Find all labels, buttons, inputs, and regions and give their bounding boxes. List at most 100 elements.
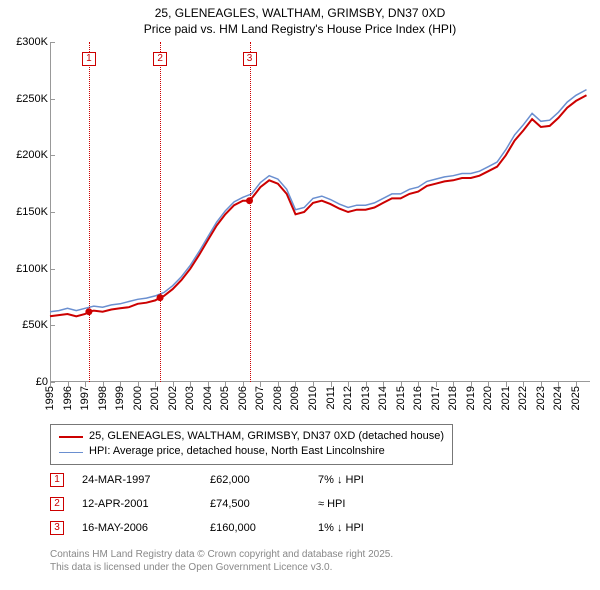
legend-swatch bbox=[59, 436, 83, 438]
chart-container: 25, GLENEAGLES, WALTHAM, GRIMSBY, DN37 0… bbox=[0, 0, 600, 590]
x-tick-mark bbox=[366, 382, 367, 387]
y-tick-label: £50K bbox=[22, 319, 48, 331]
x-tick-mark bbox=[85, 382, 86, 387]
x-tick-mark bbox=[68, 382, 69, 387]
x-tick-mark bbox=[418, 382, 419, 387]
x-tick-mark bbox=[436, 382, 437, 387]
x-tick-mark bbox=[155, 382, 156, 387]
x-tick-mark bbox=[173, 382, 174, 387]
x-tick-label: 2013 bbox=[360, 386, 372, 410]
x-tick-label: 2007 bbox=[254, 386, 266, 410]
x-tick-label: 2010 bbox=[307, 386, 319, 410]
x-tick-label: 2006 bbox=[237, 386, 249, 410]
y-tick-label: £250K bbox=[16, 93, 48, 105]
legend-label: 25, GLENEAGLES, WALTHAM, GRIMSBY, DN37 0… bbox=[89, 429, 444, 444]
legend-item-price-paid: 25, GLENEAGLES, WALTHAM, GRIMSBY, DN37 0… bbox=[59, 429, 444, 444]
x-tick-label: 2011 bbox=[325, 386, 337, 410]
x-tick-mark bbox=[523, 382, 524, 387]
x-tick-label: 2005 bbox=[219, 386, 231, 410]
sale-date: 16-MAY-2006 bbox=[82, 522, 192, 534]
x-tick-mark bbox=[471, 382, 472, 387]
x-tick-label: 2008 bbox=[272, 386, 284, 410]
x-tick-mark bbox=[190, 382, 191, 387]
x-tick-label: 2020 bbox=[482, 386, 494, 410]
y-tick-label: £100K bbox=[16, 263, 48, 275]
sale-marker-box: 1 bbox=[82, 52, 96, 66]
x-tick-label: 2018 bbox=[447, 386, 459, 410]
x-tick-label: 2022 bbox=[517, 386, 529, 410]
x-tick-mark bbox=[208, 382, 209, 387]
y-tick-mark bbox=[50, 99, 55, 100]
legend: 25, GLENEAGLES, WALTHAM, GRIMSBY, DN37 0… bbox=[50, 424, 453, 465]
footer-line-1: Contains HM Land Registry data © Crown c… bbox=[50, 548, 393, 561]
footer-attribution: Contains HM Land Registry data © Crown c… bbox=[50, 548, 393, 574]
x-tick-label: 2024 bbox=[552, 386, 564, 410]
x-tick-mark bbox=[541, 382, 542, 387]
x-tick-label: 2002 bbox=[167, 386, 179, 410]
x-tick-label: 2000 bbox=[132, 386, 144, 410]
x-tick-label: 2025 bbox=[570, 386, 582, 410]
sales-row: 3 16-MAY-2006 £160,000 1% ↓ HPI bbox=[50, 516, 418, 540]
legend-swatch bbox=[59, 452, 83, 453]
sale-marker-vline bbox=[89, 42, 90, 382]
x-tick-label: 2003 bbox=[184, 386, 196, 410]
x-tick-label: 2014 bbox=[377, 386, 389, 410]
x-tick-mark bbox=[243, 382, 244, 387]
sale-pct-vs-hpi: ≈ HPI bbox=[318, 498, 418, 510]
x-tick-mark bbox=[401, 382, 402, 387]
x-tick-mark bbox=[138, 382, 139, 387]
x-tick-mark bbox=[453, 382, 454, 387]
x-tick-label: 2021 bbox=[500, 386, 512, 410]
x-tick-mark bbox=[558, 382, 559, 387]
x-tick-label: 2017 bbox=[430, 386, 442, 410]
x-tick-label: 1999 bbox=[114, 386, 126, 410]
x-tick-label: 2012 bbox=[342, 386, 354, 410]
sales-table: 124-MAR-1997£62,0007% ↓ HPI212-APR-2001£… bbox=[50, 468, 418, 540]
sale-pct-vs-hpi: 1% ↓ HPI bbox=[318, 522, 418, 534]
sales-row: 1 24-MAR-1997 £62,000 7% ↓ HPI bbox=[50, 468, 418, 492]
sale-marker-inline: 3 bbox=[50, 521, 64, 535]
x-tick-label: 2016 bbox=[412, 386, 424, 410]
y-tick-mark bbox=[50, 269, 55, 270]
x-tick-label: 2004 bbox=[202, 386, 214, 410]
x-tick-mark bbox=[348, 382, 349, 387]
x-tick-mark bbox=[103, 382, 104, 387]
x-tick-label: 2001 bbox=[149, 386, 161, 410]
x-tick-mark bbox=[506, 382, 507, 387]
sale-marker-box: 2 bbox=[153, 52, 167, 66]
sale-date: 24-MAR-1997 bbox=[82, 474, 192, 486]
y-tick-mark bbox=[50, 212, 55, 213]
x-tick-mark bbox=[488, 382, 489, 387]
x-tick-mark bbox=[295, 382, 296, 387]
footer-line-2: This data is licensed under the Open Gov… bbox=[50, 561, 393, 574]
y-tick-mark bbox=[50, 325, 55, 326]
x-tick-label: 1995 bbox=[44, 386, 56, 410]
sale-marker-inline: 1 bbox=[50, 473, 64, 487]
sale-price: £74,500 bbox=[210, 498, 300, 510]
x-tick-mark bbox=[383, 382, 384, 387]
sale-price: £62,000 bbox=[210, 474, 300, 486]
title-line-2: Price paid vs. HM Land Registry's House … bbox=[0, 22, 600, 38]
x-tick-mark bbox=[225, 382, 226, 387]
sales-row: 212-APR-2001£74,500≈ HPI bbox=[50, 492, 418, 516]
x-tick-mark bbox=[50, 382, 51, 387]
x-tick-mark bbox=[331, 382, 332, 387]
sale-marker-inline: 2 bbox=[50, 497, 64, 511]
sale-price: £160,000 bbox=[210, 522, 300, 534]
x-tick-label: 2023 bbox=[535, 386, 547, 410]
x-tick-label: 2015 bbox=[395, 386, 407, 410]
x-tick-mark bbox=[576, 382, 577, 387]
sale-pct-vs-hpi: 7% ↓ HPI bbox=[318, 474, 418, 486]
y-tick-mark bbox=[50, 42, 55, 43]
legend-item-hpi: HPI: Average price, detached house, Nort… bbox=[59, 444, 444, 459]
title-line-1: 25, GLENEAGLES, WALTHAM, GRIMSBY, DN37 0… bbox=[0, 6, 600, 22]
x-tick-label: 1997 bbox=[79, 386, 91, 410]
series-line-price_paid bbox=[50, 95, 587, 316]
y-tick-label: £200K bbox=[16, 149, 48, 161]
sale-marker-vline bbox=[250, 42, 251, 382]
chart-lines bbox=[50, 42, 590, 382]
sale-marker-box: 3 bbox=[243, 52, 257, 66]
x-tick-mark bbox=[260, 382, 261, 387]
y-tick-label: £300K bbox=[16, 36, 48, 48]
y-tick-mark bbox=[50, 155, 55, 156]
